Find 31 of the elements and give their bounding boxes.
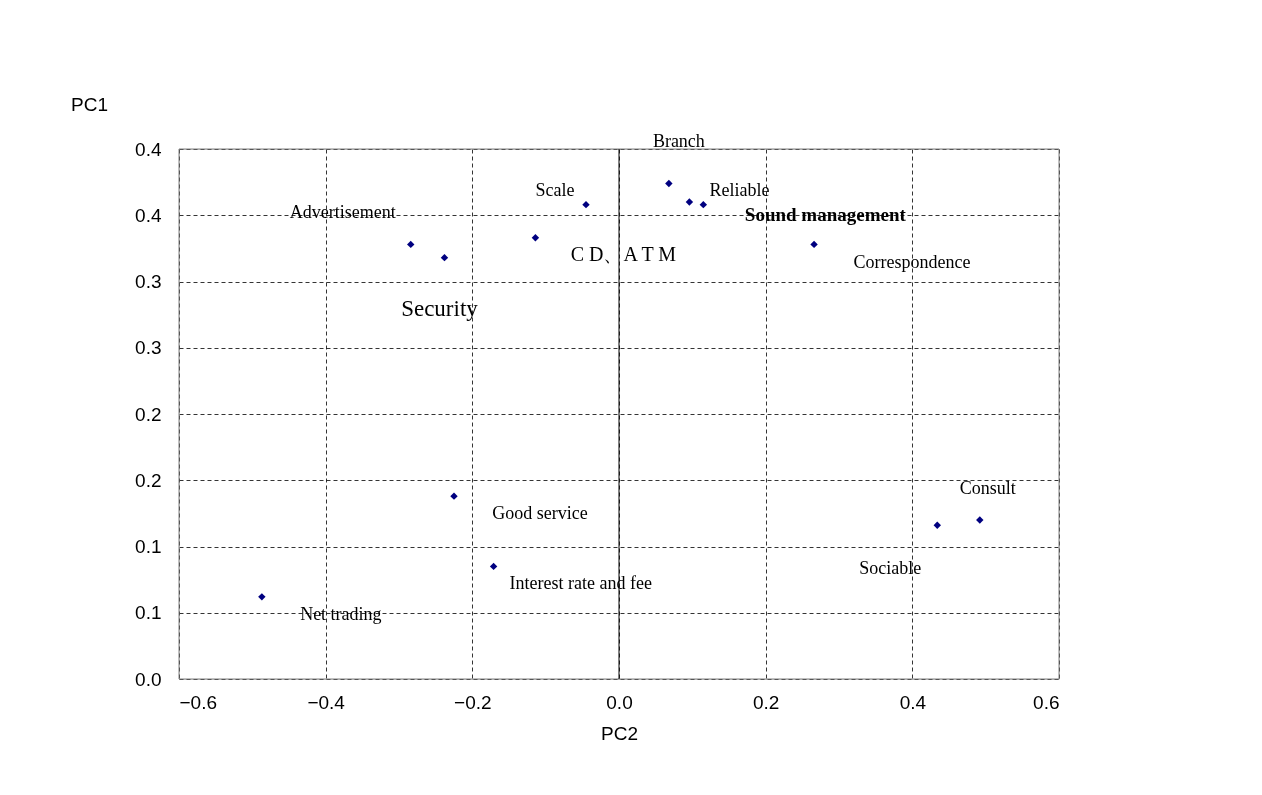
y-tick-label: 0.4 [135,204,162,226]
y-tick-label: 0.3 [135,337,162,359]
x-tick-label: −0.4 [307,691,346,713]
y-tick-label: 0.1 [135,602,162,624]
x-tick-label: −0.6 [179,691,218,713]
annotation: C D、A T M [570,242,677,265]
annotation: Scale [535,179,575,200]
x-tick-label: 0.6 [1033,691,1060,713]
annotation: Reliable [709,180,770,200]
annotation: Security [401,295,479,321]
annotation: Interest rate and fee [509,573,653,594]
y-tick-label: 0.0 [135,668,162,690]
annotation: Branch [652,131,705,152]
x-axis-title: PC2 [601,722,638,744]
x-tick-label: 0.0 [606,691,633,713]
y-tick-label: 0.1 [135,536,162,557]
annotation: Sociable [859,558,922,579]
annotation: Consult [959,478,1016,498]
y-axis-title: PC1 [71,93,108,115]
x-tick-label: 0.2 [752,691,780,713]
annotation: Net trading [300,603,382,624]
annotation: Correspondence [853,252,971,273]
x-tick-label: 0.4 [899,691,927,713]
y-tick-label: 0.3 [135,271,162,292]
y-tick-label: 0.2 [135,403,162,425]
y-tick-label: 0.4 [135,138,162,160]
annotation: Sound management [744,203,907,225]
x-tick-label: −0.2 [454,691,492,713]
annotation: Advertisement [289,202,396,223]
y-tick-label: 0.2 [135,469,162,491]
annotation: Good service [492,503,588,524]
